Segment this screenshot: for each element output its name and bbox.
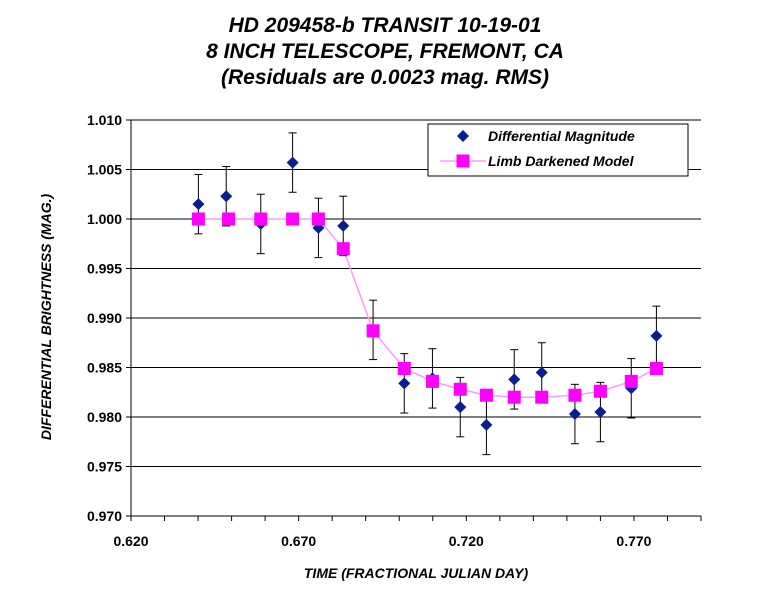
data-point-diamond [508,373,521,386]
model-point-square [336,242,350,256]
data-point-diamond [398,377,411,390]
x-tick-label: 0.620 [113,533,148,549]
chart-title-line-3: (Residuals are 0.0023 mag. RMS) [221,66,549,89]
legend-marker-diamond [457,130,469,142]
y-tick-label: 1.000 [87,211,122,227]
data-point-diamond [337,219,350,232]
data-point-diamond [594,406,607,419]
model-point-square [286,212,300,226]
model-point-square [479,388,493,402]
model-point-square [254,212,268,226]
model-point-square [624,374,638,388]
model-point-square [311,212,325,226]
data-point-diamond [480,418,493,431]
legend-label-limb-darkened-model: Limb Darkened Model [488,153,635,169]
model-point-square [425,374,439,388]
model-point-square [649,361,663,375]
model-point-square [593,384,607,398]
model-point-square [568,388,582,402]
x-tick-label: 0.670 [281,533,316,549]
legend-box [427,123,689,177]
model-line [198,218,657,398]
model-point-square [507,390,521,404]
chart-title-line-2: 8 INCH TELESCOPE, FREMONT, CA [206,40,564,63]
data-point-diamond [568,408,581,421]
y-tick-label: 0.980 [87,409,122,425]
y-tick-label: 0.985 [87,360,122,376]
y-tick-label: 0.995 [87,261,122,277]
data-point-diamond [220,190,233,203]
x-tick-label: 0.770 [616,533,651,549]
data-point-diamond [286,156,299,169]
legend: Differential Magnitude Limb Darkened Mode… [427,123,689,177]
data-point-diamond [454,401,467,414]
y-tick-label: 0.990 [87,310,122,326]
y-tick-label: 1.005 [87,162,122,178]
y-tick-label: 1.010 [87,112,122,128]
x-tick-label: 0.720 [449,533,484,549]
model-point-square [453,382,467,396]
model-point-square [397,361,411,375]
data-point-diamond [650,329,663,342]
y-axis-label: DIFFERENTIAL BRIGHTNESS (MAG.) [38,193,54,441]
legend-label-differential-magnitude: Differential Magnitude [488,128,635,144]
model-point-square [366,324,380,338]
model-point-square [222,212,236,226]
model-point-square [191,212,205,226]
y-tick-label: 0.975 [87,459,122,475]
chart-title-line-1: HD 209458-b TRANSIT 10-19-01 [228,14,542,37]
x-axis-label: TIME (FRACTIONAL JULIAN DAY) [303,565,529,581]
data-point-diamond [192,198,205,211]
y-tick-label: 0.970 [87,508,122,524]
data-point-diamond [535,366,548,379]
model-point-square [535,390,549,404]
legend-marker-square [456,154,470,168]
